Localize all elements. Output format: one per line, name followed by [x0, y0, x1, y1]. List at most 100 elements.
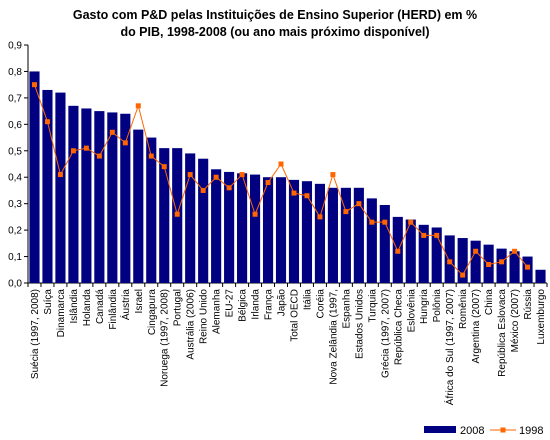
point-1998: [317, 214, 323, 220]
point-1998: [291, 190, 297, 196]
x-category-label: China: [484, 289, 495, 316]
y-tick-label: 0,4: [8, 173, 22, 184]
point-1998: [447, 259, 453, 265]
point-1998: [83, 145, 89, 151]
bar-2008: [379, 204, 390, 283]
bar-2008: [133, 129, 144, 283]
point-1998: [226, 185, 232, 191]
bar-2008: [81, 108, 92, 283]
bar-2008: [457, 238, 468, 283]
y-tick-label: 0,0: [8, 279, 22, 290]
bar-2008: [198, 158, 209, 283]
x-category-label: Itália: [302, 289, 313, 311]
bar-2008: [444, 235, 455, 283]
bar-2008: [185, 153, 196, 283]
bar-2008: [405, 219, 416, 283]
point-1998: [421, 232, 427, 238]
bar-2008: [301, 181, 313, 283]
x-category-label: Estados Unidos: [354, 289, 365, 359]
bar-2008: [314, 183, 325, 283]
x-category-label: África do Sul (1997, 2007): [443, 289, 456, 405]
point-1998: [265, 180, 271, 186]
y-tick-label: 0,8: [8, 67, 22, 78]
point-1998: [174, 211, 180, 217]
point-1998: [135, 103, 141, 109]
point-1998: [356, 201, 362, 207]
bar-2008: [275, 177, 287, 283]
x-category-label: Austrália (2006): [186, 289, 197, 360]
bar-2008: [496, 248, 507, 283]
bar-2008: [159, 148, 170, 283]
bar-2008: [431, 227, 442, 283]
point-1998: [525, 264, 531, 270]
point-1998: [200, 187, 206, 193]
y-tick-label: 0,7: [8, 93, 22, 104]
y-tick-label: 0,3: [8, 199, 22, 210]
x-category-label: Canadá: [95, 289, 106, 324]
point-1998: [122, 140, 128, 146]
point-1998: [304, 193, 310, 199]
x-category-label: Cingapura: [147, 289, 158, 336]
bar-2008: [366, 198, 377, 283]
point-1998: [343, 209, 349, 215]
y-tick-label: 0,5: [8, 146, 22, 157]
y-tick-label: 0,6: [8, 120, 22, 131]
x-category-label: Japão: [277, 289, 288, 317]
x-category-label: Israel: [134, 289, 145, 313]
x-category-label: República Eslovaca: [497, 289, 508, 377]
x-category-label: Reino Unido: [199, 289, 210, 344]
bar-2008: [29, 71, 40, 283]
point-1998: [109, 129, 115, 135]
x-category-label: Grécia (1997, 2007): [380, 289, 391, 378]
point-1998: [369, 219, 375, 225]
point-1998: [148, 153, 154, 159]
x-category-label: México (2007): [510, 289, 521, 352]
point-1998: [330, 172, 336, 178]
bar-2008: [262, 177, 274, 283]
point-1998: [57, 172, 63, 178]
legend-swatch-2008: [424, 426, 456, 433]
bar-2008: [107, 112, 118, 283]
x-category-label: Finlândia: [108, 289, 119, 330]
legend-label-2008: 2008: [460, 425, 484, 437]
bar-2008: [55, 92, 66, 283]
point-1998: [70, 148, 76, 154]
bar-2008: [509, 251, 520, 283]
bar-2008: [94, 111, 105, 283]
bar-2008: [340, 187, 351, 283]
chart-title-line-2: do PIB, 1998-2008 (ou ano mais próximo d…: [120, 25, 430, 39]
x-category-label: República Checa: [393, 289, 404, 366]
bar-2008: [237, 173, 248, 283]
x-category-label: Total OECD: [289, 289, 300, 342]
bar-2008: [288, 179, 300, 283]
point-1998: [187, 172, 193, 178]
x-category-label: Irlanda: [251, 289, 262, 320]
point-1998: [408, 219, 414, 225]
point-1998: [213, 174, 219, 180]
x-category-label: Turquia: [367, 289, 378, 323]
x-category-label: Romênia: [458, 289, 469, 329]
y-tick-label: 0,1: [8, 252, 22, 263]
point-1998: [499, 259, 505, 265]
legend: 2008 1998: [424, 425, 543, 437]
point-1998: [512, 248, 518, 254]
point-1998: [278, 161, 284, 167]
bar-2008: [146, 137, 157, 283]
bar-2008: [224, 171, 235, 283]
point-1998: [239, 172, 245, 178]
x-category-label: Alemanha: [212, 289, 223, 334]
x-category-label: Suíça: [43, 289, 54, 315]
plot-area: 0,0 0,1 0,2 0,3 0,4 0,5 0,6 0,7 0,8 0,9 Suécia (19…: [8, 41, 548, 405]
point-1998: [161, 164, 167, 170]
x-category-label: Dinamarca: [56, 289, 67, 338]
bar-2008: [250, 174, 261, 283]
bar-2008: [42, 89, 53, 283]
bar-2008: [535, 269, 546, 283]
point-1998: [395, 248, 401, 254]
x-category-label: EU-27: [225, 289, 236, 318]
point-1998: [473, 248, 479, 254]
bar-2008: [470, 240, 481, 283]
bar-2008: [353, 187, 364, 283]
legend-marker-1998: [500, 427, 506, 433]
